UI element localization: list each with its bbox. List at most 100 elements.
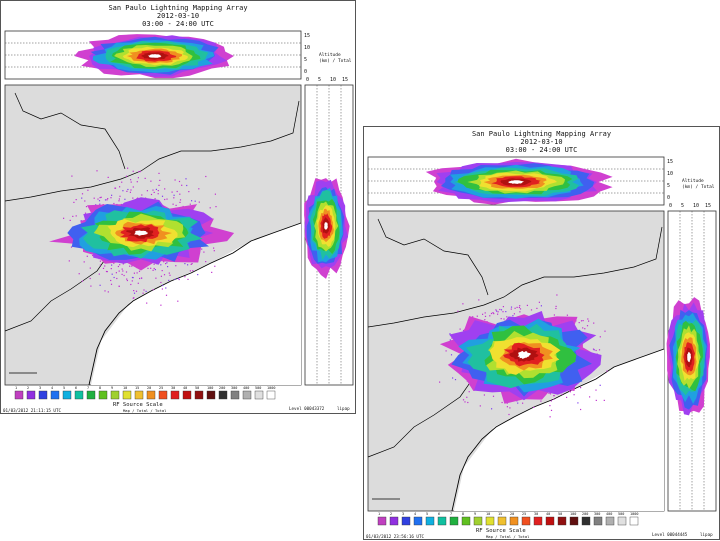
rf-source-point — [587, 318, 589, 320]
rf-source-point — [490, 312, 493, 315]
rf-source-point — [154, 198, 156, 200]
rf-source-point — [604, 330, 606, 332]
rf-source-point — [178, 180, 181, 183]
scale-swatch — [593, 516, 603, 526]
scale-swatch — [437, 516, 447, 526]
rf-source-point — [582, 327, 584, 329]
rf-source-point — [569, 390, 571, 392]
rf-source-point — [550, 409, 553, 411]
rf-source-point — [483, 394, 485, 396]
altitude-tick-label: 0 — [306, 77, 309, 83]
altitude-tick-label: 15 — [705, 203, 711, 209]
rf-source-point — [104, 199, 107, 201]
rf-source-point — [472, 316, 474, 318]
scale-tick-label: 400 — [243, 386, 249, 390]
rf-source-point — [505, 311, 507, 313]
scale-title: RF Source Scale — [476, 528, 526, 534]
altitude-tick-label: 10 — [667, 171, 673, 177]
rf-source-point — [86, 255, 88, 257]
rf-source-point — [482, 313, 484, 315]
scale-tick-label: 7 — [87, 386, 89, 390]
rf-source-point — [157, 193, 159, 195]
rf-source-point — [160, 275, 162, 277]
rf-source-point — [484, 319, 486, 321]
rf-source-point — [167, 266, 169, 268]
scale-swatch — [62, 390, 72, 400]
scale-swatch — [14, 390, 24, 400]
rf-source-point — [500, 309, 503, 311]
rf-source-point — [502, 311, 504, 313]
rf-source-point — [203, 251, 205, 253]
rf-source-point — [452, 377, 454, 379]
scale-tick-label: 8 — [462, 512, 464, 516]
rf-source-point — [588, 320, 590, 322]
rf-source-point — [125, 175, 128, 177]
density-layer — [134, 230, 149, 236]
rf-source-point — [71, 175, 73, 177]
rf-source-point — [144, 177, 146, 179]
rf-source-point — [102, 267, 105, 269]
rf-source-point — [181, 184, 183, 186]
rf-source-point — [106, 271, 108, 273]
density-layer — [148, 54, 162, 58]
rf-source-point — [500, 318, 502, 320]
rf-source-point — [83, 261, 85, 263]
rf-source-point — [153, 263, 155, 265]
rf-source-point — [190, 263, 192, 265]
rf-source-point — [516, 306, 518, 308]
panel-date: 2012-03-10 — [156, 12, 200, 20]
rf-source-point — [606, 370, 608, 372]
scale-swatch — [74, 390, 84, 400]
rf-source-point — [131, 265, 133, 267]
scale-swatch — [569, 516, 579, 526]
rf-source-point — [510, 308, 512, 310]
rf-source-point — [150, 180, 152, 182]
rf-source-scale: 1 2 3 4 5 6 7 8 9 10 15 20 25 30 40 50 100 200 300 400 500 10… — [377, 512, 638, 526]
rf-source-point — [595, 399, 597, 401]
histogram-label: (km) / Total — [319, 58, 352, 64]
altitude-tick-label: 15 — [342, 77, 348, 83]
panel-date: 2012-03-10 — [520, 138, 563, 146]
rf-source-point — [118, 198, 120, 200]
rf-source-point — [110, 268, 112, 270]
rf-source-point — [150, 267, 152, 269]
rf-source-point — [185, 178, 187, 180]
histogram-label: (km) / Total — [682, 184, 715, 190]
rf-source-point — [187, 264, 189, 266]
rf-source-point — [503, 318, 505, 320]
scale-swatch — [182, 390, 192, 400]
rf-source-point — [85, 206, 88, 208]
scale-tick-label: 30 — [171, 386, 175, 390]
rf-source-point — [580, 408, 582, 411]
footer-timestamp: 01/03/2012 21:11:15 UTC — [3, 408, 61, 413]
rf-source-point — [133, 272, 135, 274]
scale-tick-label: 3 — [402, 512, 404, 516]
rf-source-point — [176, 190, 178, 193]
rf-source-point — [536, 307, 538, 309]
altitude-tick-label: 0 — [667, 195, 670, 201]
rf-source-point — [130, 189, 132, 191]
rf-source-point — [63, 217, 65, 219]
rf-source-point — [462, 303, 464, 305]
rf-source-point — [582, 320, 584, 322]
rf-source-point — [129, 265, 131, 267]
rf-source-point — [493, 313, 495, 315]
rf-source-point — [98, 273, 100, 275]
altitude-tick-label: 5 — [304, 57, 307, 63]
rf-source-point — [580, 387, 582, 389]
rf-source-point — [157, 190, 159, 192]
rf-source-point — [111, 264, 113, 266]
scale-swatch — [98, 390, 108, 400]
rf-source-point — [479, 405, 481, 407]
rf-source-point — [169, 274, 171, 276]
scale-tick-label: 8 — [99, 386, 101, 390]
scale-swatch — [134, 390, 144, 400]
rf-source-point — [139, 277, 141, 280]
rf-source-point — [211, 271, 213, 273]
rf-source-point — [213, 247, 215, 249]
density-layer — [324, 222, 328, 230]
rf-source-point — [100, 196, 102, 198]
rf-source-point — [118, 285, 120, 287]
rf-source-point — [147, 267, 149, 269]
